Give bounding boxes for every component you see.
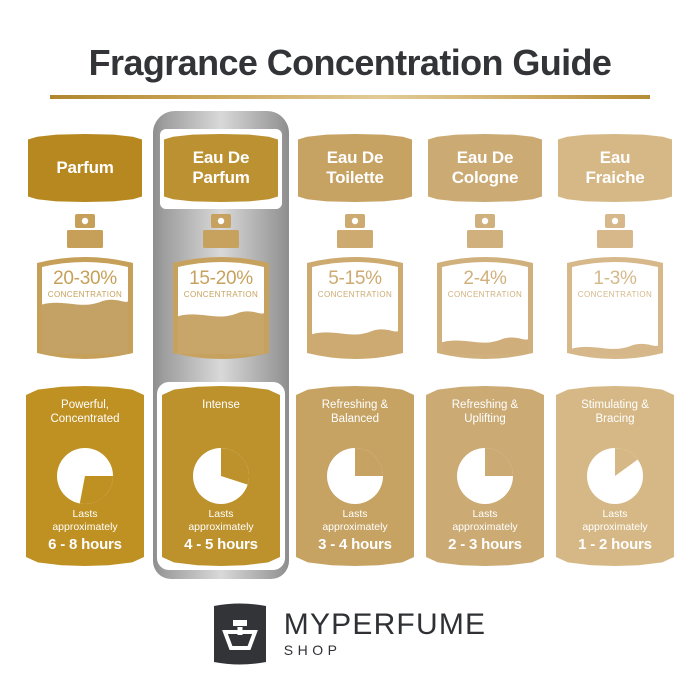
bottle-parfum: 20-30% CONCENTRATION xyxy=(20,212,150,364)
duration-block-eau-de-cologne: Lasts approximately 2 - 3 hours xyxy=(426,508,544,554)
card-body-eau-de-cologne: Refreshing & Uplifting Lasts approximately 2… xyxy=(426,386,544,566)
lasts-label-parfum: Lasts approximately xyxy=(52,508,118,533)
longevity-pie-eau-de-parfum xyxy=(193,448,249,504)
descriptor-eau-de-parfum: Intense xyxy=(202,399,240,411)
card-body-eau-de-parfum: Intense Lasts approximately 4 - 5 hours xyxy=(162,386,280,566)
header-badge-eau-fraiche[interactable]: Eau Fraiche xyxy=(550,134,680,204)
column-eau-de-parfum: Eau De Parfum 15-20% CONCENTRATION Intense La… xyxy=(156,0,286,700)
bottle-eau-de-toilette: 5-15% CONCENTRATION xyxy=(290,212,420,364)
duration-value-eau-fraiche: 1 - 2 hours xyxy=(578,536,652,553)
lasts-label-eau-fraiche: Lasts approximately xyxy=(582,508,648,533)
duration-value-eau-de-toilette: 3 - 4 hours xyxy=(318,536,392,553)
bottle-eau-fraiche: 1-3% CONCENTRATION xyxy=(550,212,680,364)
badge-label-eau-fraiche: Eau Fraiche xyxy=(558,134,672,202)
header-badge-eau-de-toilette[interactable]: Eau De Toilette xyxy=(290,134,420,204)
page-title: Fragrance Concentration Guide xyxy=(88,42,612,83)
brand-footer: MYPERFUME SHOP xyxy=(0,598,700,670)
lasts-label-eau-de-parfum: Lasts approximately xyxy=(188,508,254,533)
duration-block-eau-de-toilette: Lasts approximately 3 - 4 hours xyxy=(296,508,414,554)
header-badge-parfum[interactable]: Parfum xyxy=(20,134,150,204)
brand-logo-mark xyxy=(213,603,266,665)
duration-value-parfum: 6 - 8 hours xyxy=(48,536,122,553)
lasts-label-eau-de-cologne: Lasts approximately xyxy=(452,508,518,533)
duration-block-eau-fraiche: Lasts approximately 1 - 2 hours xyxy=(556,508,674,554)
descriptor-eau-fraiche: Stimulating & Bracing xyxy=(581,399,649,425)
card-body-eau-fraiche: Stimulating & Bracing Lasts approximately 1 … xyxy=(556,386,674,566)
bottle-eau-de-parfum: 15-20% CONCENTRATION xyxy=(156,212,286,364)
duration-card-parfum[interactable]: Powerful, Concentrated Lasts approximately 6… xyxy=(20,386,150,566)
descriptor-parfum: Powerful, Concentrated xyxy=(50,399,120,425)
duration-card-eau-de-cologne[interactable]: Refreshing & Uplifting Lasts approximately 2… xyxy=(420,386,550,566)
column-eau-de-toilette: Eau De Toilette 5-15% CONCENTRATION Refreshi… xyxy=(290,0,420,700)
duration-value-eau-de-parfum: 4 - 5 hours xyxy=(184,536,258,553)
longevity-pie-eau-de-cologne xyxy=(457,448,513,504)
duration-card-eau-de-parfum[interactable]: Intense Lasts approximately 4 - 5 hours xyxy=(156,382,286,570)
lasts-label-eau-de-toilette: Lasts approximately xyxy=(322,508,388,533)
header-badge-eau-de-parfum[interactable]: Eau De Parfum xyxy=(156,129,286,209)
card-body-parfum: Powerful, Concentrated Lasts approximately 6… xyxy=(26,386,144,566)
longevity-pie-eau-fraiche xyxy=(587,448,643,504)
column-parfum: Parfum 20-30% CONCENTRATION Powerful, Concen… xyxy=(20,0,150,700)
descriptor-eau-de-cologne: Refreshing & Uplifting xyxy=(451,399,519,425)
header-badge-eau-de-cologne[interactable]: Eau De Cologne xyxy=(420,134,550,204)
longevity-pie-parfum xyxy=(57,448,113,504)
badge-label-parfum: Parfum xyxy=(28,134,142,202)
card-body-eau-de-toilette: Refreshing & Balanced Lasts approximately 3 … xyxy=(296,386,414,566)
duration-value-eau-de-cologne: 2 - 3 hours xyxy=(448,536,522,553)
duration-block-parfum: Lasts approximately 6 - 8 hours xyxy=(26,508,144,554)
title-divider xyxy=(50,95,650,99)
badge-label-eau-de-toilette: Eau De Toilette xyxy=(298,134,412,202)
brand-name: MYPERFUME xyxy=(283,608,487,641)
column-eau-de-cologne: Eau De Cologne 2-4% CONCENTRATION Refreshing… xyxy=(420,0,550,700)
descriptor-eau-de-toilette: Refreshing & Balanced xyxy=(321,399,389,425)
badge-label-eau-de-parfum: Eau De Parfum xyxy=(164,134,278,202)
duration-card-eau-de-toilette[interactable]: Refreshing & Balanced Lasts approximately 3 … xyxy=(290,386,420,566)
duration-block-eau-de-parfum: Lasts approximately 4 - 5 hours xyxy=(162,508,280,554)
column-eau-fraiche: Eau Fraiche 1-3% CONCENTRATION Stimulating &… xyxy=(550,0,680,700)
duration-card-eau-fraiche[interactable]: Stimulating & Bracing Lasts approximately 1 … xyxy=(550,386,680,566)
longevity-pie-eau-de-toilette xyxy=(327,448,383,504)
perfume-bottle-shield-icon xyxy=(213,603,266,665)
brand-wordmark: MYPERFUME SHOP xyxy=(284,609,486,659)
brand-subname: SHOP xyxy=(283,642,342,658)
badge-label-eau-de-cologne: Eau De Cologne xyxy=(428,134,542,202)
bottle-eau-de-cologne: 2-4% CONCENTRATION xyxy=(420,212,550,364)
